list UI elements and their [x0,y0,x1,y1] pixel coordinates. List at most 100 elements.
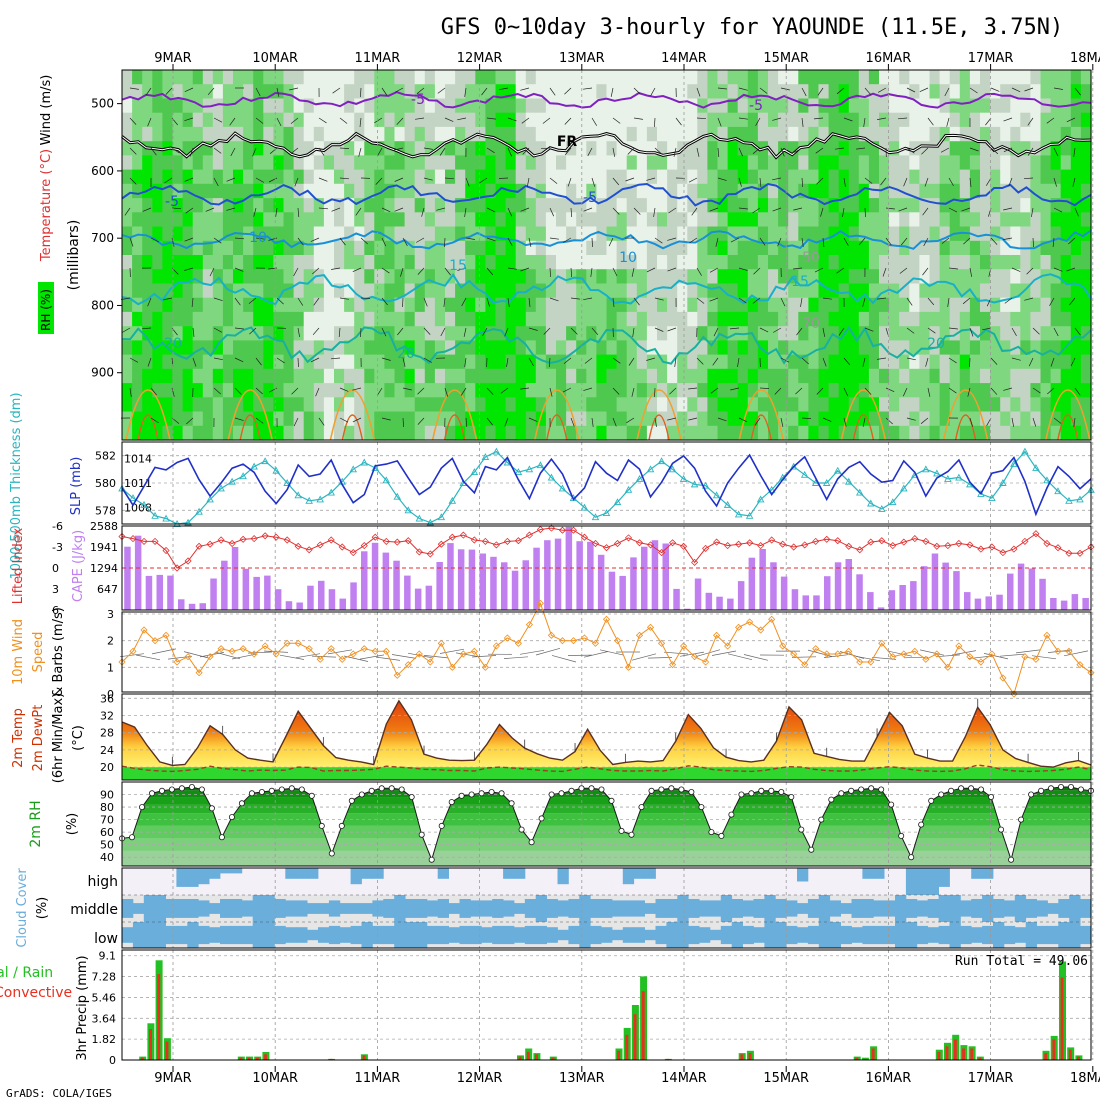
rh-cell [757,297,769,313]
rh-cell [969,240,981,256]
wind-barb [583,387,593,391]
wind-barb [381,207,391,213]
rh-cell [757,283,769,299]
rh-cell [374,411,385,427]
rh-cell [1050,411,1062,427]
rh-cell [657,397,668,413]
wind-barb [570,207,573,218]
lifted-index-point [151,537,159,545]
rh-cell [1070,340,1082,356]
rh-cell [535,226,547,242]
wind-speed-point [481,663,489,671]
rh-cell [556,141,567,156]
rh-cell [1020,397,1031,413]
rh-cell [344,70,355,85]
rh-cell [192,255,204,270]
rh-cell [1020,411,1031,427]
rh-cell [616,169,628,185]
wind-barb [801,177,804,188]
lifted-index-point [514,537,522,545]
rh-cell [677,297,688,313]
rh-cell [182,397,194,413]
wind-barb [646,267,656,273]
wind-barb [843,417,847,427]
thickness-point [393,492,402,500]
rh-cell [253,255,264,270]
wind-speed-point [966,653,974,661]
date-axis: 9MAR9MAR10MAR10MAR11MAR11MAR12MAR12MAR13… [154,51,1100,1086]
rh-cell [1060,368,1072,384]
temp-tick-label: 24 [100,744,114,757]
rh-cell [778,112,789,128]
rh-cell [868,297,880,313]
wind-barb [591,327,599,336]
rh-cell [1050,155,1062,171]
rh-cell [858,183,870,199]
rh-cell [566,340,577,356]
rh-cell [243,340,254,356]
rh-cell [344,411,355,427]
rh-cell [606,397,618,413]
rh-cell [848,326,860,341]
temp-contour-minus5 [121,182,1092,207]
rh-cell [586,311,597,327]
wind-barb [633,87,641,95]
thickness-point [800,470,809,478]
rh-cell [243,397,254,413]
rh-cell [142,411,153,427]
rh-cell [969,126,981,142]
cloud-cell-middle [884,900,896,917]
cloud-cell-low [1036,925,1048,945]
wind-speed-point [217,645,225,653]
rh-cell [303,198,315,213]
wind-barb [297,237,304,246]
wind-barb [318,417,325,426]
rh-cell [788,383,799,398]
cape-lifted-frame [121,525,1092,611]
rh-cell [646,212,658,228]
wind-barb [962,297,971,305]
rh-cell [293,212,305,228]
rh-point [958,785,965,792]
cape-bar [145,575,153,610]
wind-barb [669,387,677,395]
rh-cell [1010,98,1021,114]
rh-cell [293,112,305,128]
lifted-index-point [580,533,589,541]
rh-cell [808,326,820,341]
rh-cell [172,255,184,270]
rh-cell [253,283,264,299]
rh-cell [879,126,890,142]
rh-cell [202,297,214,313]
wind-barb [813,117,824,120]
rh-cell [586,255,597,270]
wind-barb [507,267,517,270]
wind-barb [696,357,704,365]
rh-cell [293,183,305,199]
temp-area [122,700,1091,768]
rh-cell [919,240,931,256]
rh-cell [868,212,880,228]
rh-cell [212,425,224,441]
rh-cell [737,425,749,441]
rh-cell [969,297,981,313]
rh-cell [798,226,809,242]
rh-cell [132,155,143,171]
rh-cell [202,212,214,228]
cloud-cell-middle [709,900,722,917]
date-label-top: 13MAR [559,51,605,66]
rh-cell [212,198,224,213]
rh-cell [364,155,375,171]
rh-cell [596,425,608,441]
rh-cell [858,311,870,327]
wind-barb [520,267,530,272]
rh-cell [505,340,517,356]
rh-cell [273,70,285,85]
wind-barb [752,207,761,214]
rh-cell [404,397,416,413]
rh-cell [677,126,688,142]
rh-cell [525,397,537,413]
rh-cell [162,240,174,256]
rh-cell [969,397,981,413]
